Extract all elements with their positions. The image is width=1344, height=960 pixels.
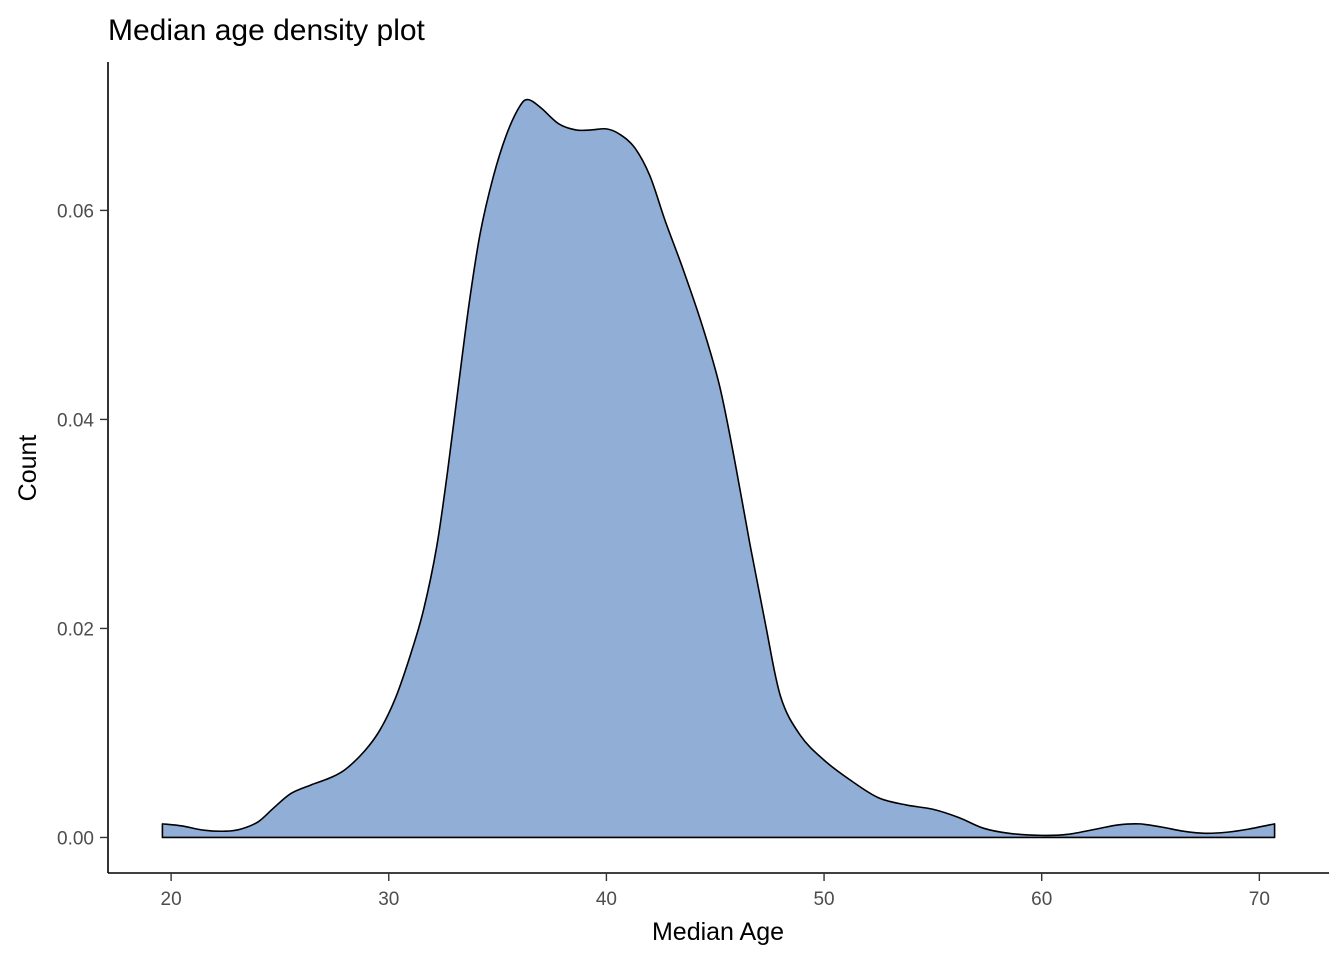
x-tick-label: 50 (813, 889, 834, 910)
x-tick-label: 20 (161, 889, 182, 910)
chart-title: Median age density plot (108, 14, 426, 47)
y-axis-ticks: 0.00 0.02 0.04 0.06 (57, 201, 108, 849)
x-axis-title: Median Age (652, 918, 784, 946)
x-tick-label: 60 (1031, 889, 1052, 910)
x-tick-label: 30 (378, 889, 399, 910)
x-axis-ticks: 20 30 40 50 60 70 (161, 873, 1270, 910)
plot-area (161, 98, 1276, 839)
x-tick-label: 70 (1249, 889, 1270, 910)
y-tick-label: 0.00 (57, 828, 94, 849)
x-tick-label: 40 (596, 889, 617, 910)
density-area (161, 98, 1276, 839)
y-tick-label: 0.04 (57, 410, 94, 431)
y-tick-label: 0.02 (57, 619, 94, 640)
y-tick-label: 0.06 (57, 201, 94, 222)
y-axis-title: Count (14, 435, 42, 502)
